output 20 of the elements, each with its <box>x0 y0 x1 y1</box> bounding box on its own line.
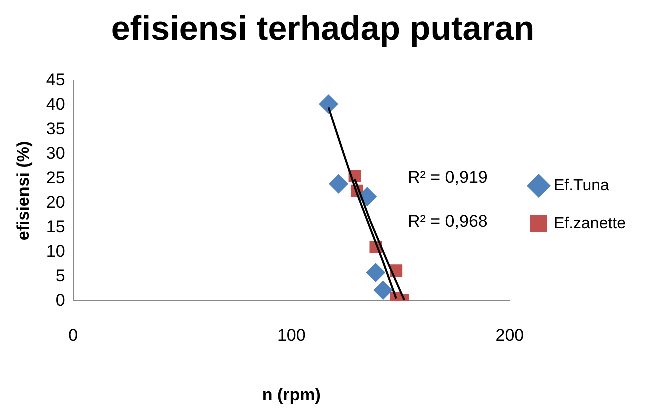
x-tick-label: 100 <box>277 326 306 346</box>
annotation: R² = 0,968 <box>408 212 488 233</box>
y-tick-label: 15 <box>46 217 66 236</box>
y-tick-label: 0 <box>56 290 66 310</box>
legend-label: Ef.zanette <box>554 215 626 232</box>
y-tick-label: 40 <box>46 94 66 114</box>
x-axis-title: n (rpm) <box>262 385 321 404</box>
y-tick-label: 20 <box>46 192 66 212</box>
y-tick-label: 25 <box>46 168 66 188</box>
x-tick-label: 0 <box>68 326 78 346</box>
y-tick-label: 35 <box>46 119 66 138</box>
x-tick-label: 200 <box>496 326 524 346</box>
y-tick-label: 45 <box>46 70 66 90</box>
annotation: R² = 0,919 <box>408 168 488 189</box>
y-axis-title: efisiensi (%) <box>14 141 33 241</box>
chart-title: efisiensi terhadap putaran <box>111 10 535 48</box>
legend-label: Ef.Tuna <box>554 177 610 194</box>
y-tick-label: 30 <box>46 144 66 163</box>
y-tick-label: 5 <box>56 266 66 286</box>
y-tick-label: 10 <box>46 242 66 261</box>
